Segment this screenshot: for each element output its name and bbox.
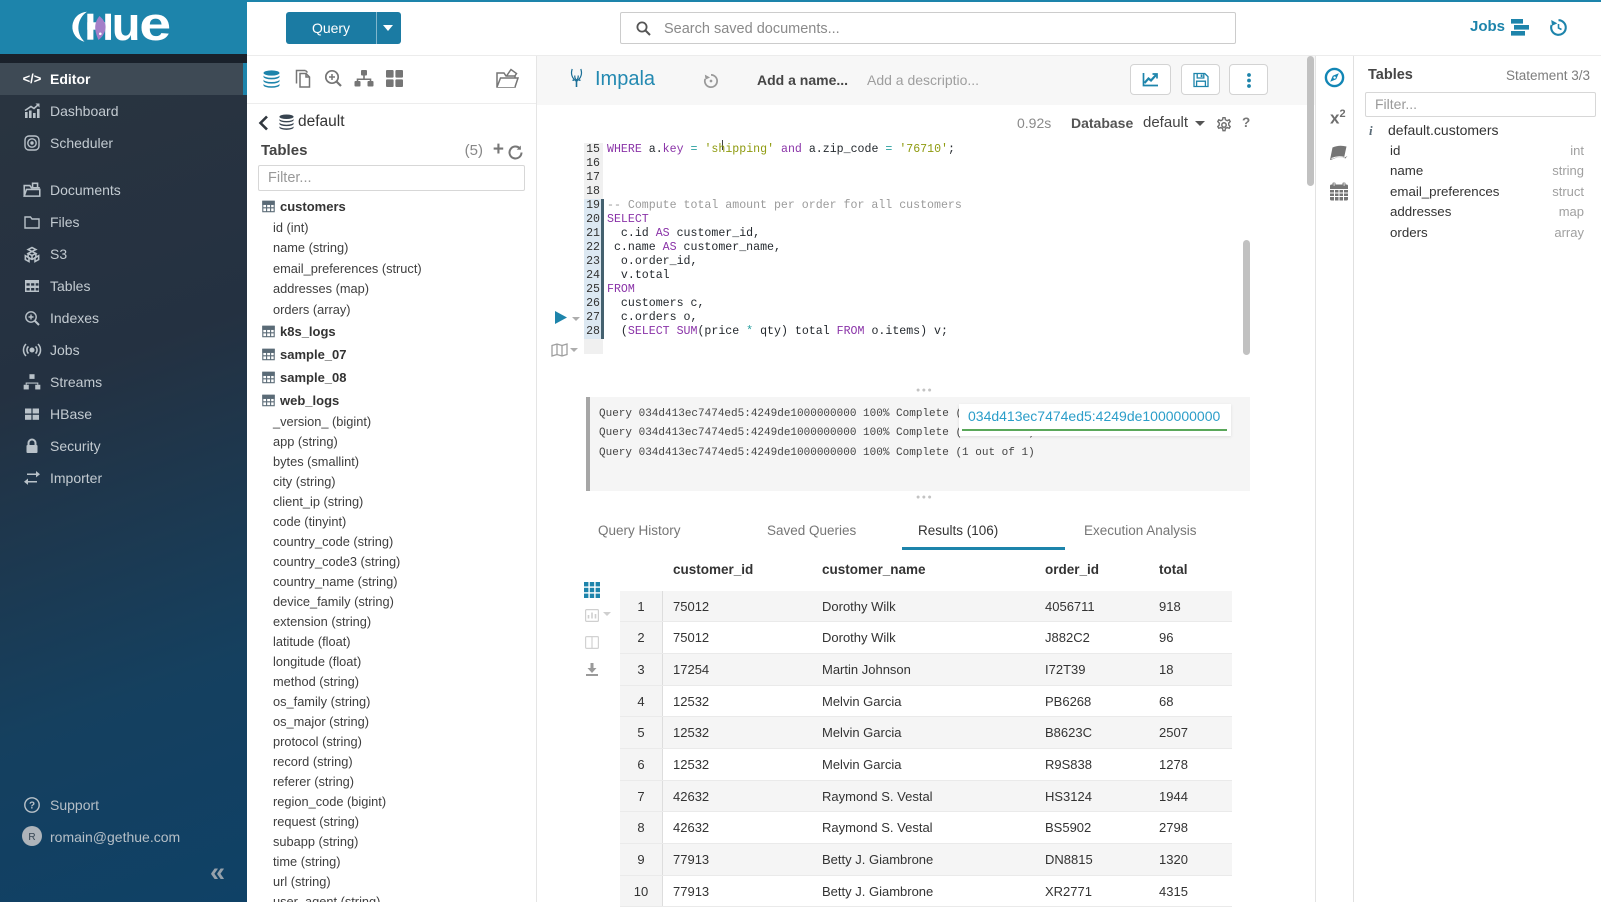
svg-text:?: ? xyxy=(29,801,35,812)
svg-text:e: e xyxy=(139,0,171,51)
svg-text:R: R xyxy=(28,832,35,843)
svg-text:u: u xyxy=(112,0,141,50)
